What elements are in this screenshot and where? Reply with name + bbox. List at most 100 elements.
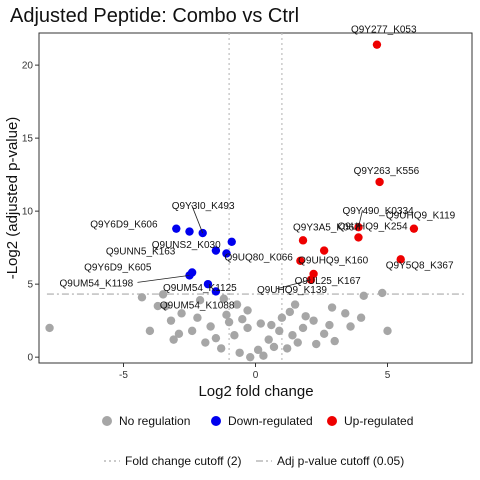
point-no-regulation [137,293,147,302]
cutoff-lines [46,33,465,363]
point-no-regulation [277,313,287,322]
x-tick-label: 5 [385,370,391,381]
point-no-regulation [253,345,263,355]
point-no-regulation [256,319,265,328]
legend-key-dot [211,416,221,426]
point-no-regulation [219,294,229,303]
label-leader-line [137,274,190,283]
y-tick-label: 0 [27,353,33,364]
point-no-regulation [193,313,202,322]
point-down-regulated [203,279,213,289]
x-tick-label: 0 [253,370,259,381]
point-no-regulation [359,291,368,301]
point-label: Q9UL25_K167 [295,276,362,287]
point-no-regulation [301,312,310,321]
point-up-regulated [409,224,419,233]
point-down-regulated [185,227,194,236]
point-no-regulation [246,352,255,362]
point-no-regulation [285,307,295,317]
chart-title: Adjusted Peptide: Combo vs Ctrl [10,5,299,27]
point-up-regulated [354,233,363,242]
point-label: Q9Y277_K053 [351,25,417,36]
axes: -5 0 5 0 5 10 15 20 [22,61,391,381]
point-no-regulation [290,300,300,309]
point-label: Q9UHQ9_K139 [257,285,327,296]
point-no-regulation [235,348,244,357]
point-label: Q9Y6D9_K605 [84,262,152,273]
point-no-regulation [238,314,247,324]
point-up-regulated [298,236,308,245]
y-tick-label: 20 [22,61,34,72]
point-no-regulation [356,313,366,322]
point-no-regulation [166,316,176,325]
point-up-regulated [375,177,384,187]
point-no-regulation [216,344,226,353]
point-label: Q9Y3I0_K493 [172,201,235,212]
point-up-regulated [319,246,329,255]
point-label: Q9UNN5_K163 [106,247,176,258]
point-no-regulation [201,338,210,347]
y-axis-label: -Log2 (adjusted p-value) [4,117,21,280]
legend: No regulation Down-regulated Up-regulated F… [102,414,413,468]
point-label: Q9UQ80_K066 [224,252,293,263]
point-label: Q9Y3A5_K067 [293,222,360,233]
y-tick-label: 10 [22,207,34,218]
point-down-regulated [211,246,221,255]
point-no-regulation [346,322,355,331]
point-label: Q9UM54_K1088 [160,300,235,311]
point-no-regulation [282,344,292,353]
point-no-regulation [243,306,252,315]
point-no-regulation [161,301,170,311]
point-label: Q9Y5Q8_K367 [386,260,454,271]
point-no-regulation [174,329,184,338]
point-labels: Q9Y277_K053 Q9Y263_K556 Q9Y490_K0334 Q9UHQ9… [59,25,455,312]
point-label: Q9UHQ9_K254 [337,221,407,232]
point-no-regulation [243,323,252,333]
point-no-regulation [330,336,339,346]
point-no-regulation [206,322,215,331]
legend-label: Adj p-value cutoff (0.05) [277,454,404,468]
point-down-regulated [211,287,221,296]
point-label: Q9UNS2_K030 [152,240,221,251]
data-points [45,40,419,362]
point-no-regulation [327,303,337,312]
point-no-regulation [298,323,308,333]
legend-key-dot [102,416,112,426]
point-no-regulation [269,342,279,352]
point-no-regulation [312,339,321,349]
point-label: Q9UM54_K1125 [163,283,237,294]
legend-label: No regulation [119,414,190,428]
point-no-regulation [145,326,155,336]
point-no-regulation [325,320,334,330]
point-no-regulation [45,323,54,333]
point-no-regulation [275,326,284,336]
point-no-regulation [153,301,163,311]
point-no-regulation [309,316,318,325]
point-no-regulation [158,290,168,299]
point-label: Q9UM54_K1198 [59,278,133,289]
point-no-regulation [259,351,268,360]
x-axis-label: Log2 fold change [198,383,313,400]
legend-label: Up-regulated [344,414,413,428]
label-leader-line [191,204,204,234]
point-no-regulation [232,300,242,309]
point-down-regulated [227,237,236,247]
legend-key-dot [327,416,337,426]
point-no-regulation [169,335,178,344]
point-no-regulation [230,331,239,340]
point-no-regulation [195,296,205,305]
point-no-regulation [222,310,231,320]
point-no-regulation [177,309,186,318]
point-label: Q9Y263_K556 [354,166,420,177]
point-no-regulation [341,309,350,318]
plot-panel [38,32,473,364]
label-leader-line [358,210,363,228]
point-no-regulation [264,335,273,344]
point-no-regulation [211,333,221,343]
point-up-regulated [296,256,305,265]
point-label: Q9Y490_K0334 [342,206,414,217]
y-tick-label: 15 [22,134,34,145]
point-no-regulation [187,326,197,336]
point-label: Q9Y6D9_K606 [90,220,158,231]
